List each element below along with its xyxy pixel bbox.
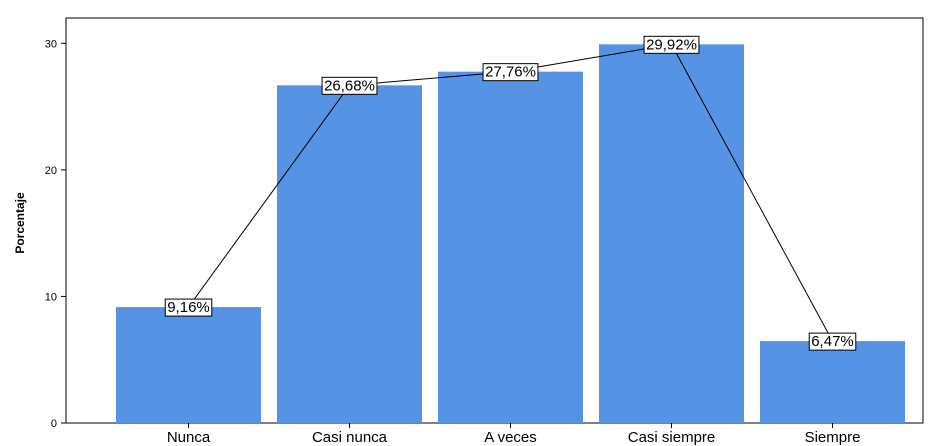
data-label: 6,47% bbox=[808, 332, 857, 351]
data-label-text: 9,16% bbox=[167, 299, 210, 316]
x-tick-label: A veces bbox=[484, 429, 537, 446]
data-label: 27,76% bbox=[482, 63, 539, 82]
data-label-text: 6,47% bbox=[811, 333, 854, 350]
x-tick-label: Casi siempre bbox=[628, 429, 716, 446]
data-label: 9,16% bbox=[164, 298, 213, 317]
data-labels: 9,16% 26,68% 27,76% 29,92% 6,47% bbox=[164, 35, 857, 351]
data-label-box bbox=[643, 35, 700, 54]
y-tick-label: 20 bbox=[45, 165, 57, 177]
y-tick-label: 30 bbox=[45, 38, 57, 50]
bar bbox=[760, 341, 905, 423]
y-axis: 0 10 20 30 bbox=[45, 38, 66, 430]
data-label-text: 29,92% bbox=[646, 36, 697, 53]
y-tick-label: 10 bbox=[45, 291, 57, 303]
bar bbox=[116, 307, 261, 423]
data-label-text: 26,68% bbox=[324, 77, 375, 94]
data-label-box bbox=[482, 63, 539, 82]
data-label-box bbox=[808, 332, 857, 351]
x-tick-label: Casi nunca bbox=[312, 429, 388, 446]
bar bbox=[599, 44, 744, 423]
bars bbox=[116, 44, 905, 424]
data-label-box bbox=[164, 298, 213, 317]
data-label: 26,68% bbox=[321, 76, 378, 95]
bar bbox=[277, 85, 422, 424]
data-label-box bbox=[321, 76, 378, 95]
x-tick-label: Siempre bbox=[805, 429, 861, 446]
bar bbox=[438, 71, 583, 423]
data-label: 29,92% bbox=[643, 35, 700, 54]
y-tick-label: 0 bbox=[51, 418, 57, 430]
x-axis: Nunca Casi nunca A veces Casi siempre Siempr… bbox=[167, 423, 861, 446]
data-label-text: 27,76% bbox=[485, 64, 536, 81]
x-tick-label: Nunca bbox=[167, 429, 211, 446]
y-axis-title: Porcentaje bbox=[13, 192, 27, 254]
